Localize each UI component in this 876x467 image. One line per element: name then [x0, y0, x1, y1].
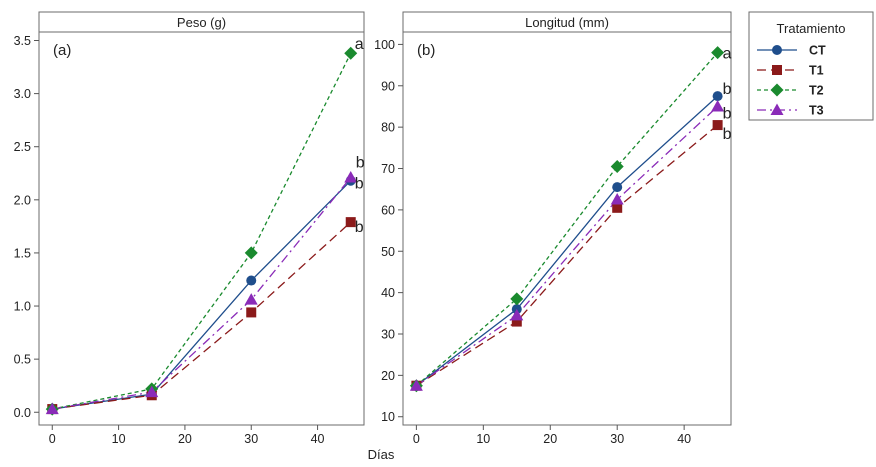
data-point-t2 [344, 46, 358, 60]
annotation-label: b [355, 176, 364, 193]
y-tick-label: 20 [381, 369, 395, 383]
series-line-ct [415, 95, 719, 387]
data-point-t2 [244, 246, 258, 260]
legend-box [748, 11, 874, 121]
annotation-label: b [355, 219, 364, 236]
annotation-label: a [355, 36, 364, 53]
data-point-t3 [409, 379, 423, 391]
legend-entry-label: T2 [809, 84, 824, 98]
panel-label: (b) [417, 42, 435, 59]
legend-entry-label: T1 [809, 64, 824, 78]
data-point-t2 [510, 292, 524, 306]
data-point-t3 [45, 402, 59, 415]
annotation-label: b [723, 81, 732, 98]
data-point-t2 [711, 46, 725, 60]
y-tick-label: 1.0 [14, 300, 31, 314]
data-point-t2 [610, 159, 624, 173]
x-tick-label: 20 [543, 432, 557, 446]
panel-title: Peso (g) [177, 15, 226, 30]
y-tick-label: 3.0 [14, 87, 31, 101]
x-axis-label: Días [368, 447, 395, 462]
y-tick-label: 100 [374, 38, 395, 52]
series-line-t1 [416, 124, 719, 387]
y-tick-label: 40 [381, 286, 395, 300]
y-tick-label: 2.5 [14, 140, 31, 154]
x-tick-label: 20 [178, 432, 192, 446]
series-line-t3 [416, 105, 719, 387]
legend-marker-t3 [770, 103, 784, 115]
y-tick-label: 3.5 [14, 34, 31, 48]
annotation-label: b [723, 105, 732, 122]
data-point-t3 [610, 193, 624, 205]
data-point-t1 [345, 217, 356, 228]
data-point-t3 [711, 99, 725, 112]
legend-marker-ct [772, 45, 782, 55]
x-tick-label: 0 [413, 432, 420, 446]
legend-entry-label: CT [809, 44, 826, 58]
plot-area [38, 31, 365, 426]
y-tick-label: 70 [381, 162, 395, 176]
panel-label: (a) [53, 42, 71, 59]
legend: Tratamiento CT T1 T2 T3 [748, 11, 874, 121]
legend-entry-label: T3 [809, 104, 824, 118]
panel-peso: Peso (g) (a) 0.0 0.5 1.0 1.5 2.0 2.5 3.0 3.5 0 10 20… [14, 11, 365, 446]
series-line-t2 [52, 52, 352, 410]
x-tick-label: 30 [244, 432, 258, 446]
data-point-ct [612, 182, 623, 193]
data-point-t1 [246, 307, 257, 318]
data-point-ct [712, 91, 723, 102]
y-tick-label: 90 [381, 79, 395, 93]
y-tick-label: 30 [381, 327, 395, 341]
y-tick-label: 0.0 [14, 406, 31, 420]
data-point-ct [246, 275, 257, 286]
x-tick-label: 10 [476, 432, 490, 446]
legend-marker-t2 [770, 83, 784, 97]
data-point-t3 [510, 308, 524, 321]
data-point-t3 [344, 171, 358, 183]
y-tick-label: 60 [381, 203, 395, 217]
y-tick-label: 0.5 [14, 353, 31, 367]
y-tick-label: 1.5 [14, 246, 31, 260]
data-point-t1 [511, 316, 522, 327]
annotation-label: b [723, 126, 732, 143]
x-tick-label: 30 [610, 432, 624, 446]
legend-title: Tratamiento [777, 21, 846, 36]
y-tick-label: 80 [381, 121, 395, 135]
series-line-t2 [415, 52, 719, 387]
x-tick-label: 10 [112, 432, 126, 446]
x-tick-label: 40 [311, 432, 325, 446]
x-tick-label: 40 [677, 432, 691, 446]
plot-area [402, 31, 732, 426]
panel-longitud: Longitud (mm) (b) 10 20 30 40 50 60 70 80 90 100 0 10… [374, 11, 732, 446]
y-tick-label: 2.0 [14, 193, 31, 207]
data-point-t1 [612, 202, 623, 213]
series-line-t1 [52, 221, 352, 410]
y-tick-label: 10 [381, 410, 395, 424]
x-tick-label: 0 [49, 432, 56, 446]
annotation-label: b [356, 155, 365, 172]
data-point-t1 [712, 120, 723, 131]
annotation-label: a [723, 46, 732, 63]
panel-title: Longitud (mm) [525, 15, 609, 30]
y-tick-label: 50 [381, 245, 395, 259]
legend-marker-t1 [772, 65, 782, 75]
data-point-t3 [244, 293, 258, 305]
data-point-t3 [145, 385, 159, 398]
